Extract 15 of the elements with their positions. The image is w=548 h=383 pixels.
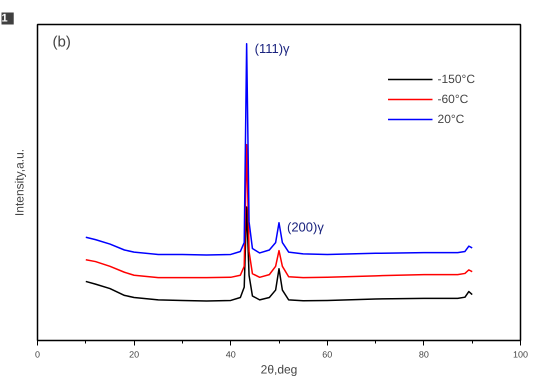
- annotation: (200)γ: [287, 220, 324, 235]
- x-tick-label: 0: [34, 350, 40, 360]
- x-tick-label: 100: [512, 350, 528, 360]
- annotation: (b): [52, 34, 71, 50]
- annotation: (111)γ: [254, 40, 290, 56]
- x-axis-title: 2θ,deg: [260, 362, 298, 376]
- legend-label: 20°C: [438, 112, 464, 126]
- y-axis-title: Intensity,a.u.: [12, 148, 26, 216]
- x-tick-label: 40: [226, 350, 236, 360]
- x-tick-label: 60: [322, 350, 332, 360]
- legend-label: -150°C: [438, 72, 475, 86]
- x-tick-label: 20: [129, 350, 140, 360]
- text: 1: [2, 12, 8, 24]
- x-tick-label: 80: [418, 350, 429, 360]
- legend-label: -60°C: [438, 92, 468, 106]
